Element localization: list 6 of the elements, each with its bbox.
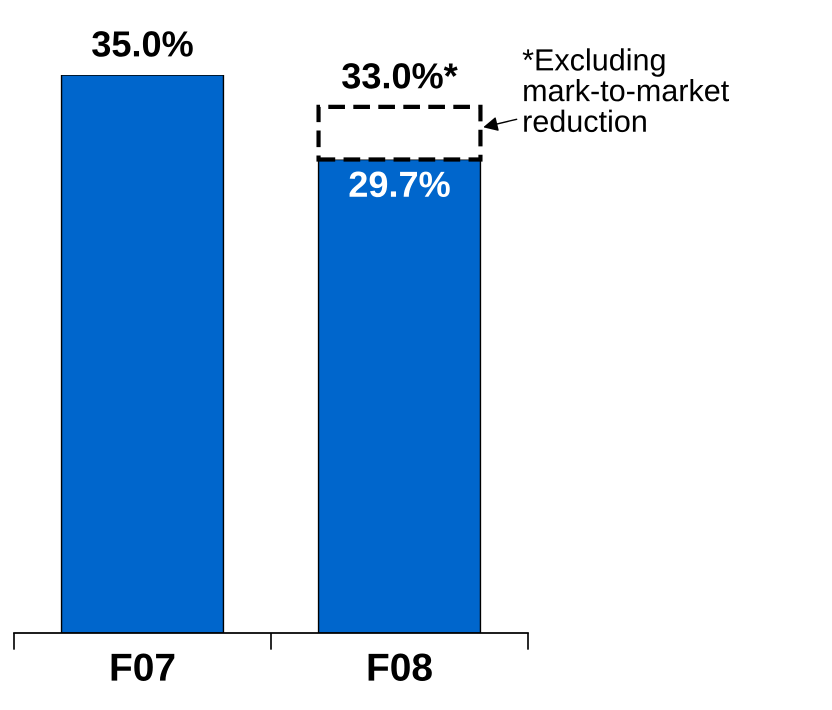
- x-tick-label: F07: [112, 653, 174, 682]
- total-label: 33.0%*: [342, 63, 458, 89]
- data-label: 35.0%: [92, 31, 193, 57]
- data-label: 29.7%: [350, 172, 450, 198]
- annotation: *Excluding mark-to-market reduction: [522, 48, 730, 132]
- x-tick-label: F08: [368, 653, 432, 682]
